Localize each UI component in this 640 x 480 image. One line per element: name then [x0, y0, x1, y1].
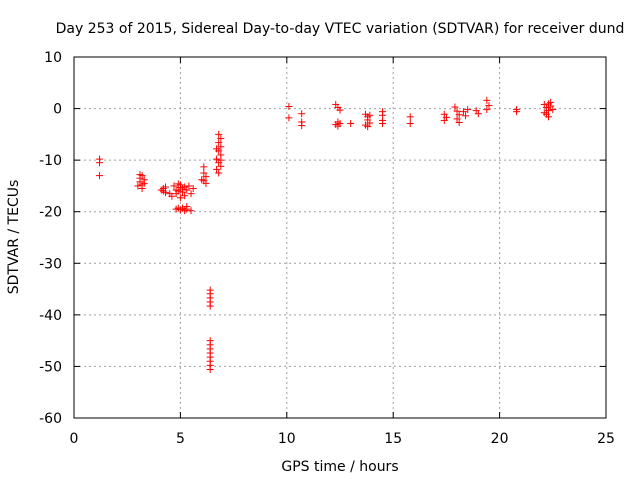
- data-point: [545, 107, 553, 115]
- data-point: [187, 190, 195, 198]
- data-point: [217, 143, 225, 151]
- data-point: [215, 169, 223, 177]
- data-point: [334, 122, 342, 130]
- data-point: [485, 101, 493, 109]
- data-point: [285, 114, 293, 122]
- data-point: [513, 108, 521, 116]
- data-point: [172, 205, 180, 213]
- y-tick-label: 10: [44, 50, 62, 66]
- plot-frame: [73, 56, 607, 419]
- data-point: [138, 172, 146, 180]
- data-point: [213, 145, 221, 153]
- data-point: [217, 156, 225, 164]
- data-point: [215, 139, 223, 147]
- data-point: [213, 165, 221, 173]
- x-tick-label: 25: [597, 431, 615, 447]
- data-point: [181, 192, 189, 200]
- x-tick-label: 5: [176, 431, 185, 447]
- data-point: [96, 159, 104, 167]
- data-point: [206, 366, 214, 374]
- data-point: [545, 100, 553, 108]
- data-point: [545, 113, 553, 121]
- x-tick-label: 10: [278, 431, 296, 447]
- y-tick-label: -10: [39, 153, 62, 169]
- data-point: [187, 207, 195, 215]
- data-point: [455, 111, 463, 119]
- y-tick-label: -40: [39, 308, 62, 324]
- data-point: [474, 110, 482, 118]
- data-point: [96, 172, 104, 180]
- data-points: [96, 96, 557, 374]
- x-tick-label: 20: [491, 431, 509, 447]
- axis-ticks: [73, 56, 607, 419]
- x-tick-labels: 0 5 10 15 20 25: [70, 431, 615, 447]
- data-point: [336, 106, 344, 114]
- data-point: [174, 187, 182, 195]
- data-point: [183, 186, 191, 194]
- y-tick-label: -20: [39, 205, 62, 221]
- data-point: [451, 103, 459, 111]
- data-point: [459, 108, 467, 116]
- data-point: [213, 155, 221, 163]
- data-point: [166, 190, 174, 198]
- data-point: [406, 113, 414, 121]
- data-point: [215, 130, 223, 138]
- data-point: [462, 112, 470, 120]
- y-tick-label: -50: [39, 359, 62, 375]
- x-tick-label: 15: [384, 431, 402, 447]
- data-point: [347, 120, 355, 128]
- data-point: [379, 120, 387, 128]
- data-point: [138, 185, 146, 193]
- data-point: [198, 176, 206, 184]
- x-tick-label: 0: [70, 431, 79, 447]
- data-point: [440, 116, 448, 124]
- data-point: [183, 203, 191, 211]
- data-point: [140, 179, 148, 187]
- data-point: [366, 111, 374, 119]
- data-point: [200, 169, 208, 177]
- data-point: [217, 162, 225, 170]
- y-tick-label: 0: [53, 102, 62, 118]
- data-point: [549, 106, 557, 114]
- data-point: [406, 120, 414, 128]
- x-axis-label: GPS time / hours: [281, 459, 398, 475]
- data-point: [366, 119, 374, 127]
- data-point: [202, 173, 210, 181]
- data-point: [453, 115, 461, 123]
- data-point: [217, 134, 225, 142]
- data-point: [162, 183, 170, 191]
- data-point: [464, 106, 472, 114]
- data-point: [176, 181, 184, 189]
- data-point: [298, 110, 306, 118]
- data-point: [540, 109, 548, 117]
- data-point: [285, 103, 293, 111]
- data-point: [185, 182, 193, 190]
- data-point: [483, 96, 491, 104]
- data-point: [298, 122, 306, 130]
- data-point: [202, 179, 210, 187]
- y-tick-labels: 10 0 -10 -20 -30 -40 -50 -60: [39, 50, 62, 427]
- data-point: [189, 185, 197, 193]
- chart-title: Day 253 of 2015, Sidereal Day-to-day VTE…: [56, 21, 625, 37]
- data-point: [157, 186, 165, 194]
- data-point: [134, 182, 142, 190]
- data-point: [200, 163, 208, 171]
- data-point: [364, 123, 372, 131]
- data-point: [170, 182, 178, 190]
- data-point: [206, 302, 214, 310]
- y-tick-label: -60: [39, 411, 62, 427]
- data-point: [483, 106, 491, 114]
- data-point: [176, 194, 184, 202]
- y-tick-label: -30: [39, 256, 62, 272]
- data-point: [453, 107, 461, 115]
- y-axis-label: SDTVAR / TECUs: [6, 180, 22, 295]
- data-point: [455, 118, 463, 126]
